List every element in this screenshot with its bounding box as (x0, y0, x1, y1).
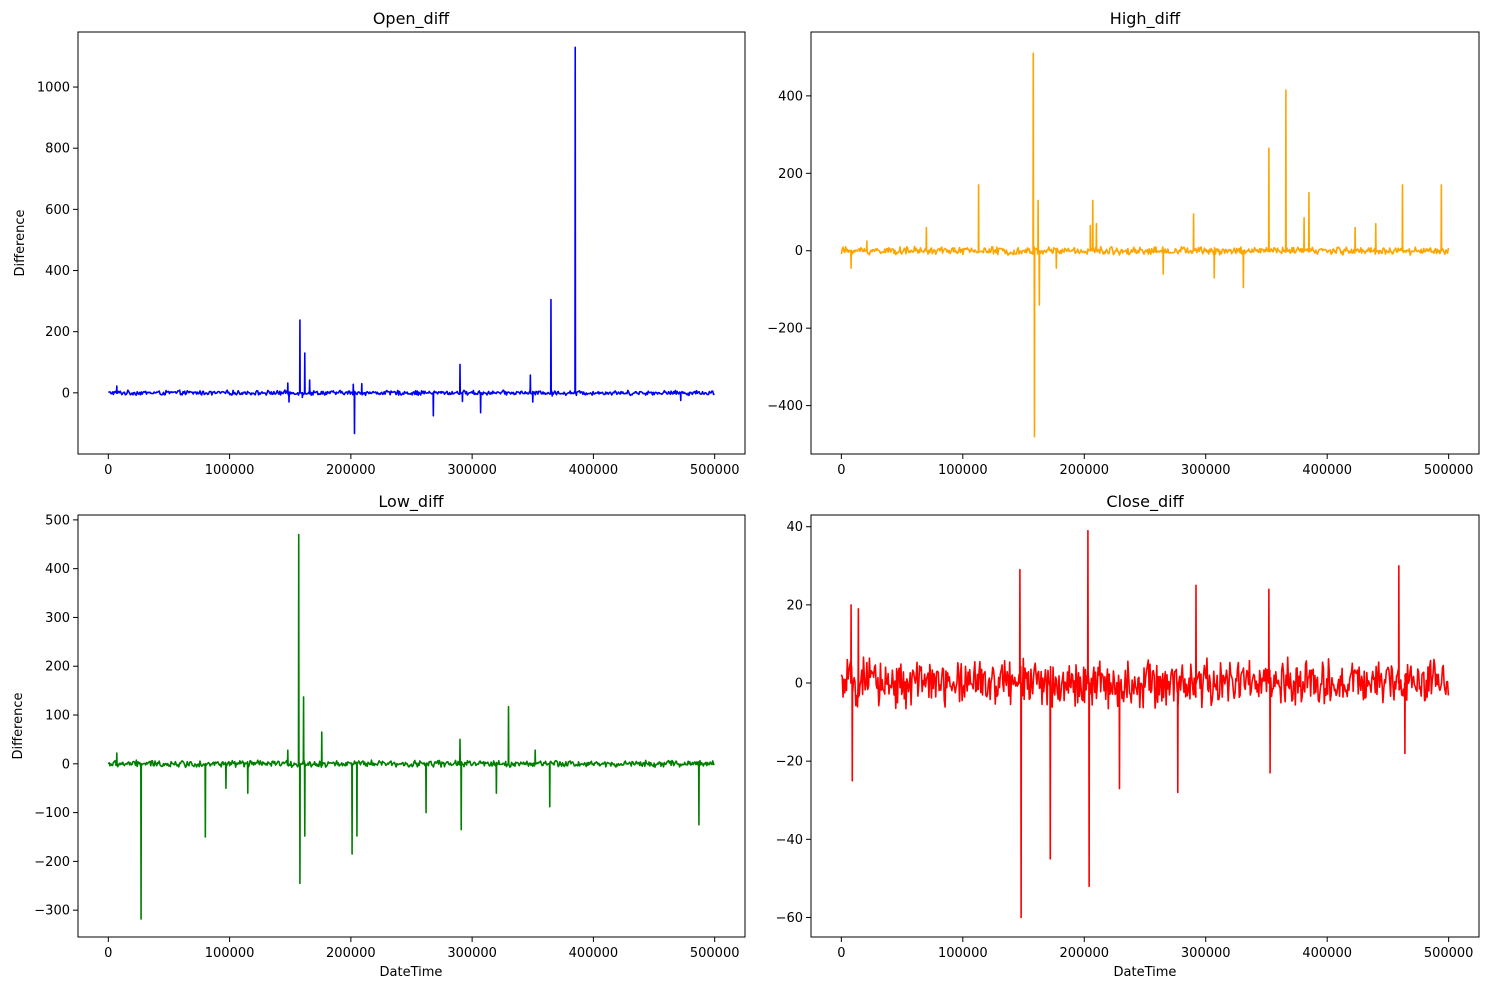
x-tick-label: 200000 (326, 946, 376, 961)
y-tick-label: −100 (34, 806, 70, 821)
x-tick-label: 500000 (690, 946, 740, 961)
y-tick-label: 0 (795, 677, 803, 692)
y-tick-label: −200 (767, 322, 803, 337)
x-axis-label: DateTime (380, 965, 443, 980)
x-tick-label: 300000 (1181, 463, 1231, 478)
x-tick-label: 0 (104, 946, 112, 961)
plot-frame (77, 31, 746, 455)
x-axis-label: DateTime (1114, 965, 1177, 980)
series-line (107, 533, 715, 920)
x-tick-label: 400000 (569, 463, 619, 478)
y-tick-label: −400 (767, 399, 803, 414)
chart-title: Open_diff (373, 9, 450, 29)
y-tick-label: 20 (786, 598, 803, 613)
y-tick-label: 200 (45, 325, 70, 340)
x-tick-label: 400000 (1302, 946, 1352, 961)
series-line (840, 529, 1450, 919)
x-tick-label: 0 (104, 463, 112, 478)
x-tick-label: 200000 (1059, 463, 1109, 478)
x-tick-label: 500000 (1424, 463, 1474, 478)
x-tick-label: 400000 (1302, 463, 1352, 478)
x-tick-label: 100000 (205, 463, 255, 478)
plot-frame (810, 514, 1480, 938)
x-tick-label: 300000 (447, 946, 497, 961)
y-axis-label: Difference (13, 209, 28, 276)
plot-frame (810, 31, 1480, 455)
x-tick-label: 0 (837, 946, 845, 961)
x-tick-label: 300000 (1181, 946, 1231, 961)
y-tick-label: 400 (778, 89, 803, 104)
series-line (108, 46, 715, 435)
y-tick-label: 200 (778, 167, 803, 182)
y-tick-label: 500 (45, 513, 70, 528)
x-tick-label: 100000 (938, 946, 988, 961)
chart-title: High_diff (1110, 9, 1181, 29)
y-tick-label: 40 (786, 520, 803, 535)
y-tick-label: 100 (45, 709, 70, 724)
y-axis-label: Difference (11, 692, 26, 759)
y-tick-label: −60 (776, 911, 803, 926)
y-tick-label: 400 (45, 562, 70, 577)
x-tick-label: 100000 (205, 946, 255, 961)
chart-title: Close_diff (1106, 492, 1184, 512)
y-tick-label: 300 (45, 611, 70, 626)
y-tick-label: 200 (45, 660, 70, 675)
panel-high-diff: High_diff 0 100000 200000 300000 400000 50000… (767, 9, 1480, 478)
y-tick-label: 1000 (37, 81, 70, 96)
plot-frame (77, 514, 746, 938)
x-tick-label: 200000 (326, 463, 376, 478)
y-tick-label: 0 (62, 757, 70, 772)
y-tick-label: −200 (34, 855, 70, 870)
x-tick-label: 400000 (569, 946, 619, 961)
y-tick-label: 0 (62, 386, 70, 401)
y-tick-label: −40 (776, 833, 803, 848)
panel-close-diff: Close_diff DateTime 0 100000 200000 300000 4… (776, 492, 1480, 980)
x-tick-label: 200000 (1059, 946, 1109, 961)
y-tick-label: 0 (795, 244, 803, 259)
y-tick-label: −20 (776, 755, 803, 770)
panel-open-diff: Open_diff Difference 0 100000 200000 300000… (13, 9, 746, 478)
x-tick-label: 300000 (447, 463, 497, 478)
y-tick-label: 800 (45, 142, 70, 157)
series-line (840, 52, 1450, 438)
x-tick-label: 0 (837, 463, 845, 478)
y-tick-label: −300 (34, 904, 70, 919)
x-tick-label: 500000 (690, 463, 740, 478)
x-tick-label: 500000 (1424, 946, 1474, 961)
chart-title: Low_diff (378, 492, 444, 512)
x-tick-label: 100000 (938, 463, 988, 478)
panel-low-diff: Low_diff Difference DateTime 0 100000 2000… (11, 492, 746, 980)
y-tick-label: 400 (45, 264, 70, 279)
y-tick-label: 600 (45, 203, 70, 218)
